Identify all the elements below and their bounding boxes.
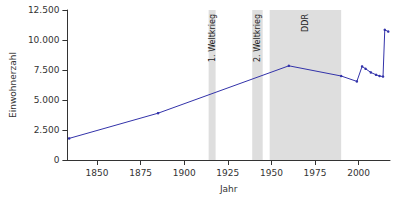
svg-text:DDR: DDR — [301, 14, 310, 32]
svg-text:2.500: 2.500 — [34, 125, 60, 135]
svg-text:5.000: 5.000 — [34, 95, 60, 105]
svg-text:1850: 1850 — [86, 168, 109, 178]
svg-text:2. Weltkrieg: 2. Weltkrieg — [253, 14, 262, 62]
svg-text:10.000: 10.000 — [28, 35, 60, 45]
svg-text:1975: 1975 — [304, 168, 327, 178]
svg-text:7.500: 7.500 — [34, 65, 60, 75]
svg-text:1875: 1875 — [129, 168, 152, 178]
svg-text:1950: 1950 — [260, 168, 283, 178]
svg-text:1900: 1900 — [173, 168, 196, 178]
svg-text:0: 0 — [54, 155, 60, 165]
svg-text:1. Weltkrieg: 1. Weltkrieg — [208, 14, 217, 62]
svg-text:1925: 1925 — [216, 168, 239, 178]
svg-text:Einwohnerzahl: Einwohnerzahl — [8, 52, 18, 118]
svg-text:Jahr: Jahr — [219, 184, 238, 194]
svg-text:2000: 2000 — [347, 168, 370, 178]
svg-text:12.500: 12.500 — [28, 5, 60, 15]
